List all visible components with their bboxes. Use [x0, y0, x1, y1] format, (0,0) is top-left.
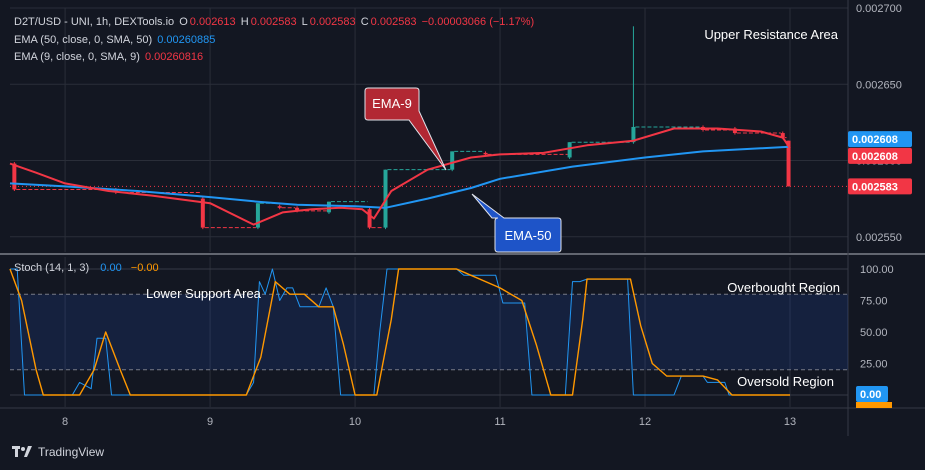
- candle-body: [255, 203, 260, 228]
- candle-body: [326, 201, 331, 213]
- candle-body: [786, 140, 791, 187]
- stoch-tick-label: 50.00: [860, 327, 888, 339]
- ema9-callout-shape: [364, 87, 447, 171]
- candle-body: [200, 198, 205, 228]
- legend-stoch-d: −0.00: [130, 262, 159, 274]
- candle-body: [732, 128, 737, 134]
- ema9-callout-label: EMA-9: [372, 96, 412, 111]
- annotation-oversold: Oversold Region: [737, 374, 834, 389]
- legend-ema9-value: 0.00260816: [145, 51, 204, 63]
- stoch-d-badge: [856, 402, 892, 408]
- legend-ema9[interactable]: EMA (9, close, 0, SMA, 9) 0.00260816: [14, 51, 205, 63]
- legend-o-value: 0.002613: [189, 16, 236, 28]
- candle-body: [277, 206, 282, 208]
- annotation-overbought: Overbought Region: [727, 280, 840, 295]
- last-price-badge-bg: [848, 178, 912, 195]
- tradingview-icon: [12, 446, 32, 457]
- candle-body: [483, 152, 488, 155]
- x-tick-label: 12: [639, 416, 651, 428]
- stoch-value-badge: 0.00: [860, 389, 881, 401]
- legend-ema9-label: EMA (9, close, 0, SMA, 9): [14, 51, 140, 63]
- candle-body: [567, 142, 572, 158]
- legend-ema50-label: EMA (50, close, 0, SMA, 50): [14, 34, 153, 46]
- tradingview-brand: TradingView: [38, 445, 105, 459]
- x-tick-label: 8: [62, 416, 68, 428]
- ema9-price-badge: 0.002608: [852, 151, 898, 163]
- legend-ema50-value: 0.00260885: [157, 34, 216, 46]
- stoch-tick-label: 25.00: [860, 359, 888, 371]
- ema50-callout-label: EMA-50: [505, 228, 552, 243]
- legend-main: D2T/USD - UNI, 1h, DEXTools.io O 0.002613…: [14, 16, 536, 28]
- stoch-badge-bg: [856, 386, 888, 402]
- legend-symbol: D2T/USD - UNI, 1h, DEXTools.io: [14, 16, 175, 28]
- legend-stoch[interactable]: Stoch (14, 1, 3) 0.00 −0.00: [14, 262, 161, 274]
- annotation-upper-resistance: Upper Resistance Area: [704, 27, 838, 42]
- legend-stoch-k: 0.00: [100, 262, 122, 274]
- last-price-badge: 0.002583: [852, 181, 898, 193]
- candle-body: [295, 207, 300, 211]
- ema50-price-badge: 0.002608: [852, 134, 898, 146]
- candle-body: [780, 133, 785, 138]
- x-tick-label: 10: [349, 416, 361, 428]
- stoch-d-line: [9, 268, 790, 396]
- legend-stoch-label: Stoch (14, 1, 3): [14, 262, 90, 274]
- y-tick-label: 0.002650: [856, 79, 902, 91]
- stoch-band: [10, 294, 848, 370]
- ema9-price-badge-bg: [848, 147, 912, 164]
- candle-body: [450, 151, 455, 170]
- tradingview-logo[interactable]: TradingView: [12, 445, 104, 459]
- legend-h-value: 0.002583: [250, 16, 297, 28]
- annotation-lower-support: Lower Support Area: [146, 286, 262, 301]
- stoch-tick-label: 75.00: [860, 296, 888, 308]
- ema50-callout-shape: [471, 193, 562, 253]
- x-tick-label: 11: [494, 416, 505, 428]
- y-tick-label: 0.002550: [856, 232, 902, 244]
- candle-body: [631, 126, 636, 143]
- ema50-line: [9, 145, 791, 209]
- legend-h-label: H: [240, 16, 249, 28]
- stoch-tick-label: 100.00: [860, 264, 894, 276]
- legend-l-value: 0.002583: [309, 16, 356, 28]
- legend-ema50[interactable]: EMA (50, close, 0, SMA, 50) 0.00260885: [14, 34, 217, 46]
- candle-body: [367, 209, 372, 228]
- ema50-price-badge-bg: [848, 131, 912, 148]
- ema9-line: [9, 127, 791, 226]
- candle-body: [12, 163, 17, 190]
- legend-change: −0.00003066 (−1.17%): [421, 16, 535, 28]
- legend-c-label: C: [360, 16, 369, 28]
- x-tick-label: 13: [784, 416, 796, 428]
- legend-o-label: O: [179, 16, 188, 28]
- x-tick-label: 9: [207, 416, 213, 428]
- legend-l-label: L: [301, 16, 308, 28]
- y-tick-label: 0.002700: [856, 3, 902, 15]
- legend-c-value: 0.002583: [370, 16, 417, 28]
